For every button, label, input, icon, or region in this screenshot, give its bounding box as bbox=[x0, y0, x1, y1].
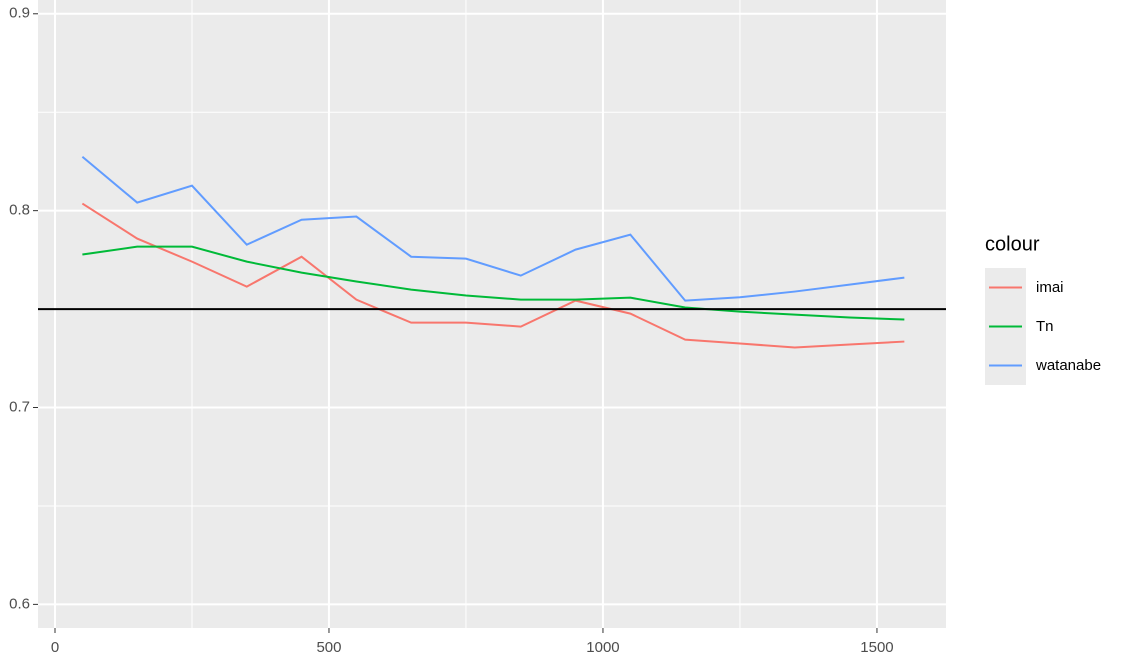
series-line bbox=[81, 155, 905, 302]
x-tick-label: 1500 bbox=[860, 639, 893, 656]
y-tick-label: 0.6 bbox=[9, 595, 30, 612]
panel bbox=[38, 0, 946, 628]
x-tick-label: 0 bbox=[51, 639, 59, 656]
y-tick-label: 0.7 bbox=[9, 398, 30, 415]
x-tick-label: 500 bbox=[316, 639, 341, 656]
legend-title: colour bbox=[985, 233, 1040, 255]
legend-label: Tn bbox=[1036, 318, 1054, 335]
series-line bbox=[81, 202, 905, 349]
x-tick-label: 1000 bbox=[586, 639, 619, 656]
y-tick-label: 0.8 bbox=[9, 202, 30, 219]
legend-label: watanabe bbox=[1035, 357, 1101, 374]
legend-label: imai bbox=[1036, 279, 1064, 296]
y-tick-label: 0.9 bbox=[9, 5, 30, 22]
series-line bbox=[82, 245, 905, 321]
